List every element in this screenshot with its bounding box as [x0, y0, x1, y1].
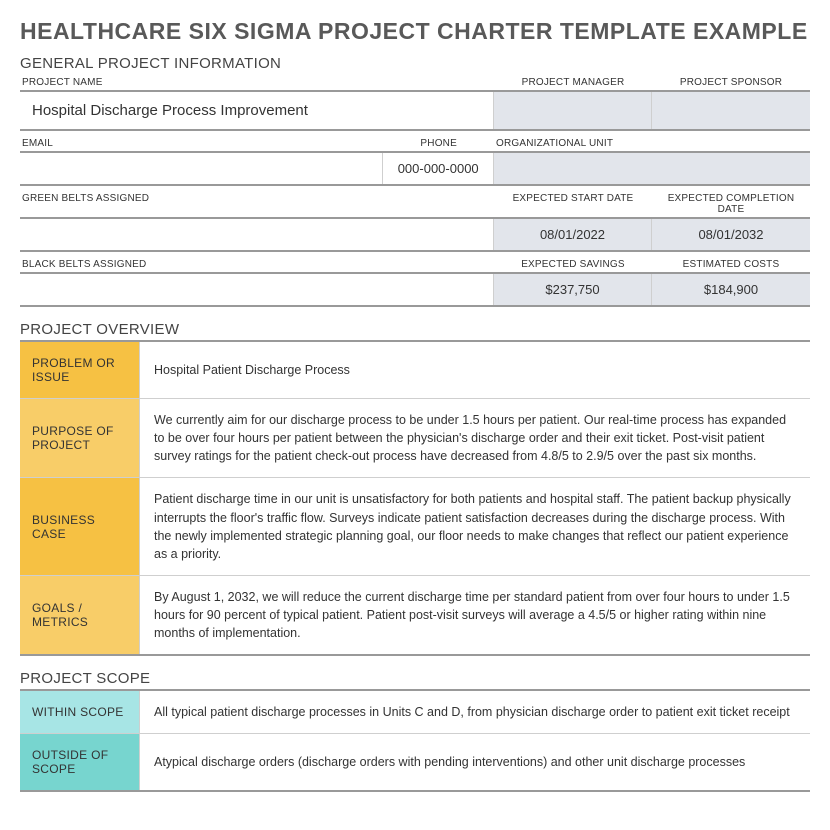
label-black-belts: BLACK BELTS ASSIGNED — [20, 256, 494, 272]
value-expected-completion[interactable]: 08/01/2032 — [652, 219, 810, 250]
input-row-3: 08/01/2022 08/01/2032 — [20, 217, 810, 252]
label-project-name: PROJECT NAME — [20, 74, 494, 90]
label-email: EMAIL — [20, 135, 383, 151]
scope-content-outside[interactable]: Atypical discharge orders (discharge ord… — [140, 734, 810, 790]
labels-row-3: GREEN BELTS ASSIGNED EXPECTED START DATE… — [20, 190, 810, 217]
overview-content-business[interactable]: Patient discharge time in our unit is un… — [140, 478, 810, 575]
scope-row-within: WITHIN SCOPE All typical patient dischar… — [20, 691, 810, 734]
labels-row-4: BLACK BELTS ASSIGNED EXPECTED SAVINGS ES… — [20, 256, 810, 272]
section-scope: PROJECT SCOPE — [20, 670, 810, 687]
overview-content-goals[interactable]: By August 1, 2032, we will reduce the cu… — [140, 576, 810, 654]
value-green-belts[interactable] — [20, 219, 494, 250]
labels-row-1: PROJECT NAME PROJECT MANAGER PROJECT SPO… — [20, 74, 810, 90]
overview-row-purpose: PURPOSE OF PROJECT We currently aim for … — [20, 399, 810, 478]
label-expected-savings: EXPECTED SAVINGS — [494, 256, 652, 272]
overview-label-business: BUSINESS CASE — [20, 478, 140, 575]
section-overview: PROJECT OVERVIEW — [20, 321, 810, 338]
overview-label-goals: GOALS / METRICS — [20, 576, 140, 654]
overview-label-problem: PROBLEM OR ISSUE — [20, 342, 140, 398]
label-expected-completion: EXPECTED COMPLETION DATE — [652, 190, 810, 217]
value-expected-savings[interactable]: $237,750 — [494, 274, 652, 305]
label-project-sponsor: PROJECT SPONSOR — [652, 74, 810, 90]
overview-row-business: BUSINESS CASE Patient discharge time in … — [20, 478, 810, 576]
scope-label-outside: OUTSIDE OF SCOPE — [20, 734, 140, 790]
label-estimated-costs: ESTIMATED COSTS — [652, 256, 810, 272]
value-project-name[interactable]: Hospital Discharge Process Improvement — [20, 92, 494, 129]
page-title: HEALTHCARE SIX SIGMA PROJECT CHARTER TEM… — [20, 18, 810, 45]
scope-label-within: WITHIN SCOPE — [20, 691, 140, 733]
value-org-unit[interactable] — [494, 153, 810, 184]
value-expected-start[interactable]: 08/01/2022 — [494, 219, 652, 250]
scope-row-outside: OUTSIDE OF SCOPE Atypical discharge orde… — [20, 734, 810, 790]
overview-row-problem: PROBLEM OR ISSUE Hospital Patient Discha… — [20, 342, 810, 399]
input-row-1: Hospital Discharge Process Improvement — [20, 90, 810, 131]
overview-content-purpose[interactable]: We currently aim for our discharge proce… — [140, 399, 810, 477]
section-general: GENERAL PROJECT INFORMATION — [20, 55, 810, 72]
overview-label-purpose: PURPOSE OF PROJECT — [20, 399, 140, 477]
input-row-4: $237,750 $184,900 — [20, 272, 810, 307]
label-phone: PHONE — [383, 135, 494, 151]
value-estimated-costs[interactable]: $184,900 — [652, 274, 810, 305]
value-project-manager[interactable] — [494, 92, 652, 129]
value-black-belts[interactable] — [20, 274, 494, 305]
label-expected-start: EXPECTED START DATE — [494, 190, 652, 217]
input-row-2: 000-000-0000 — [20, 151, 810, 186]
value-phone[interactable]: 000-000-0000 — [383, 153, 494, 184]
overview-table: PROBLEM OR ISSUE Hospital Patient Discha… — [20, 340, 810, 656]
scope-content-within[interactable]: All typical patient discharge processes … — [140, 691, 810, 733]
scope-table: WITHIN SCOPE All typical patient dischar… — [20, 689, 810, 792]
overview-content-problem[interactable]: Hospital Patient Discharge Process — [140, 342, 810, 398]
value-email[interactable] — [20, 153, 383, 184]
label-green-belts: GREEN BELTS ASSIGNED — [20, 190, 494, 217]
overview-row-goals: GOALS / METRICS By August 1, 2032, we wi… — [20, 576, 810, 654]
labels-row-2: EMAIL PHONE ORGANIZATIONAL UNIT — [20, 135, 810, 151]
value-project-sponsor[interactable] — [652, 92, 810, 129]
label-project-manager: PROJECT MANAGER — [494, 74, 652, 90]
label-org-unit: ORGANIZATIONAL UNIT — [494, 135, 810, 151]
